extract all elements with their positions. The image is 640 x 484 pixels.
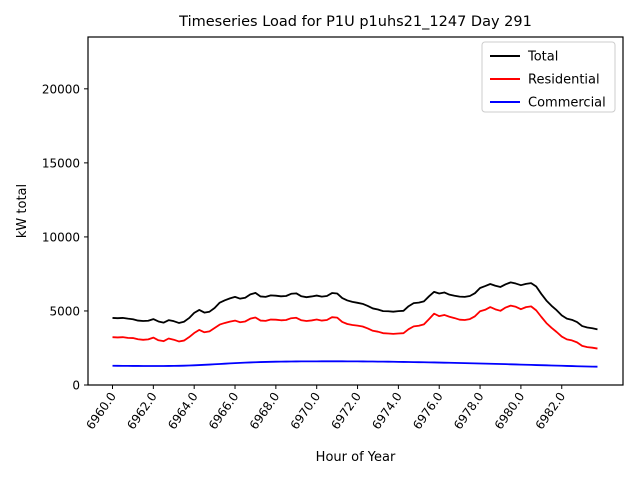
- series-line-commercial: [112, 360, 598, 368]
- series-line-total: [112, 281, 598, 331]
- y-tick-label: 15000: [42, 156, 80, 170]
- y-axis-label: kW total: [15, 184, 30, 238]
- legend-box: [481, 41, 616, 113]
- y-tick-label: 10000: [42, 230, 80, 244]
- y-tick-label: 5000: [49, 304, 80, 318]
- legend-label-residential: Residential: [528, 73, 600, 88]
- plot-area-border: [87, 36, 624, 386]
- chart-title: Timeseries Load for P1U p1uhs21_1247 Day…: [178, 14, 532, 30]
- series-line-residential: [112, 304, 598, 350]
- x-axis-label: Hour of Year: [316, 450, 396, 465]
- legend-label-total: Total: [527, 50, 558, 65]
- legend-label-commercial: Commercial: [528, 96, 606, 111]
- y-tick-label: 20000: [42, 82, 80, 96]
- y-tick-label: 0: [72, 379, 80, 393]
